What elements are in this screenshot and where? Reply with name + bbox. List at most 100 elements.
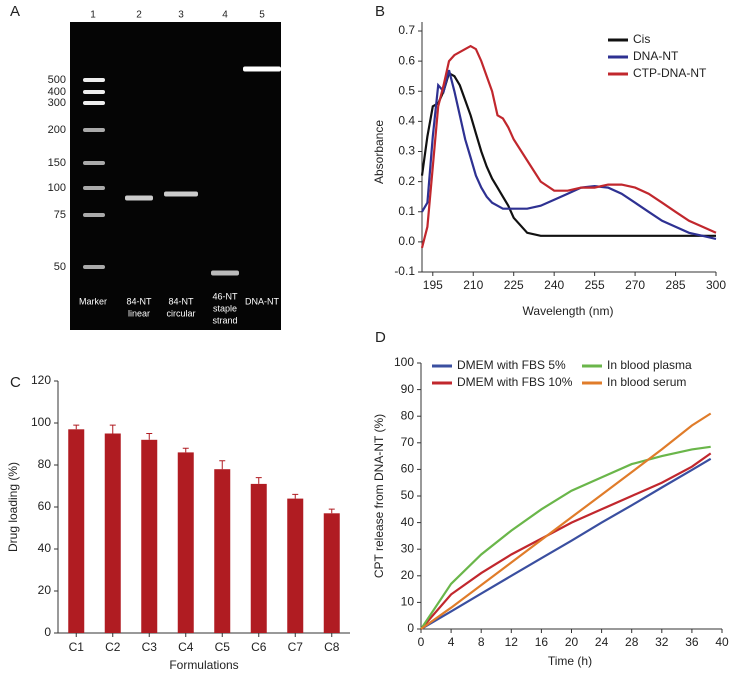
marker-size: 75 xyxy=(54,209,66,221)
y-tick-label: 0.4 xyxy=(398,114,415,128)
x-tick-label: C5 xyxy=(215,640,231,654)
sample-band xyxy=(164,191,198,197)
marker-size: 100 xyxy=(48,182,66,194)
x-tick-label: C7 xyxy=(288,640,304,654)
series-line xyxy=(421,69,717,240)
x-tick-label: 195 xyxy=(423,278,443,292)
error-bar xyxy=(182,447,189,453)
lane-label: 84-NT xyxy=(168,296,194,306)
legend-label: Cis xyxy=(633,32,650,46)
error-bar xyxy=(219,460,226,470)
x-tick-label: 225 xyxy=(504,278,524,292)
lane-label: 84-NT xyxy=(126,296,152,306)
y-tick-label: 60 xyxy=(401,462,415,476)
legend-label: DMEM with FBS 5% xyxy=(457,358,566,372)
bar xyxy=(68,429,85,633)
x-tick-label: 12 xyxy=(505,635,519,649)
ladder-band xyxy=(83,128,105,132)
y-tick-label: 0.1 xyxy=(398,204,415,218)
lane-label: 46-NT xyxy=(212,291,238,301)
ladder-band xyxy=(83,90,105,94)
ladder-band xyxy=(83,78,105,82)
legend-label: In blood serum xyxy=(607,375,686,389)
panel-letter: B xyxy=(375,3,385,20)
y-tick-label: 20 xyxy=(401,568,415,582)
x-tick-label: 285 xyxy=(666,278,686,292)
legend-label: DMEM with FBS 10% xyxy=(457,375,573,389)
marker-size: 200 xyxy=(48,124,66,136)
series-line xyxy=(420,445,711,630)
x-tick-label: C6 xyxy=(251,640,267,654)
legend-label: CTP-DNA-NT xyxy=(633,66,707,80)
sample-band xyxy=(125,195,153,201)
y-tick-label: 100 xyxy=(31,415,51,429)
x-tick-label: 36 xyxy=(685,635,699,649)
panel-letter: A xyxy=(10,3,20,20)
x-tick-label: C8 xyxy=(324,640,340,654)
error-bar xyxy=(292,493,299,499)
y-axis-label: Absorbance xyxy=(372,120,386,184)
y-tick-label: 0 xyxy=(44,625,51,639)
ladder-band xyxy=(83,101,105,105)
bar xyxy=(141,439,158,633)
y-tick-label: 0.0 xyxy=(398,234,415,248)
marker-size: 150 xyxy=(48,157,66,169)
error-bar xyxy=(146,433,153,440)
x-tick-label: 4 xyxy=(448,635,455,649)
x-tick-label: 255 xyxy=(585,278,605,292)
marker-size: 500 xyxy=(48,74,66,86)
error-bar xyxy=(73,424,80,430)
lane-number: 1 xyxy=(90,10,96,21)
lane-label: DNA-NT xyxy=(245,296,279,306)
sample-band xyxy=(243,66,281,72)
x-axis-label: Formulations xyxy=(169,658,238,672)
lane-label: strand xyxy=(212,315,237,325)
y-tick-label: -0.1 xyxy=(394,264,415,278)
gel: Marker 84-NT linear 84-NT circular 46-NT stapl… xyxy=(79,66,281,325)
ladder-band xyxy=(83,161,105,165)
y-tick-label: 40 xyxy=(401,515,415,529)
y-tick-label: 40 xyxy=(38,541,52,555)
bar xyxy=(323,513,340,633)
marker-size: 50 xyxy=(54,261,66,273)
x-tick-label: C4 xyxy=(178,640,194,654)
y-tick-label: 50 xyxy=(401,488,415,502)
y-tick-label: 70 xyxy=(401,435,415,449)
y-tick-label: 0.6 xyxy=(398,53,415,67)
x-tick-label: 32 xyxy=(655,635,669,649)
ladder-band xyxy=(83,186,105,190)
marker-size: 400 xyxy=(48,86,66,98)
y-tick-label: 100 xyxy=(394,355,414,369)
legend-label: In blood plasma xyxy=(607,358,692,372)
y-axis-label: Drug loading (%) xyxy=(6,462,20,552)
lane-number: 3 xyxy=(178,10,184,21)
x-tick-label: 28 xyxy=(625,635,639,649)
y-tick-label: 80 xyxy=(401,408,415,422)
lane-number: 2 xyxy=(136,10,142,21)
lane-label: Marker xyxy=(79,296,107,306)
ladder-band xyxy=(83,213,105,217)
x-tick-label: 16 xyxy=(535,635,549,649)
ladder-band xyxy=(83,265,105,269)
y-tick-label: 80 xyxy=(38,457,52,471)
y-tick-label: 0.5 xyxy=(398,83,415,97)
lane-number: 4 xyxy=(222,10,228,21)
x-axis-label: Time (h) xyxy=(548,654,592,668)
x-tick-label: 20 xyxy=(565,635,579,649)
series-line xyxy=(420,452,712,630)
lane-label: staple xyxy=(213,303,237,313)
lane-label: circular xyxy=(166,308,195,318)
bar xyxy=(250,483,267,633)
x-tick-label: C1 xyxy=(69,640,85,654)
x-tick-label: C3 xyxy=(142,640,158,654)
panel-letter: C xyxy=(10,374,21,391)
x-tick-label: 8 xyxy=(478,635,485,649)
y-tick-label: 30 xyxy=(401,541,415,555)
bar xyxy=(177,452,194,633)
panel-letter: D xyxy=(375,329,386,346)
gel-image xyxy=(70,22,281,330)
x-tick-label: 24 xyxy=(595,635,609,649)
legend-label: DNA-NT xyxy=(633,49,679,63)
lane-label: linear xyxy=(128,308,150,318)
